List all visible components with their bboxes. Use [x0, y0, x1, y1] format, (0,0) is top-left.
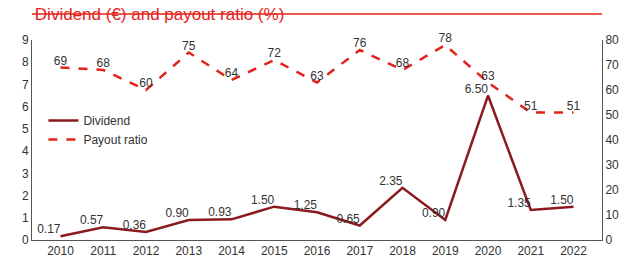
- svg-text:Dividend (€) and payout ratio: Dividend (€) and payout ratio (%): [35, 5, 284, 24]
- svg-text:68: 68: [97, 56, 111, 70]
- svg-text:0.36: 0.36: [123, 218, 147, 232]
- svg-text:10: 10: [605, 208, 619, 222]
- svg-text:68: 68: [396, 56, 410, 70]
- svg-text:64: 64: [225, 66, 239, 80]
- svg-text:51: 51: [524, 99, 538, 113]
- svg-text:2020: 2020: [475, 244, 502, 258]
- svg-text:8: 8: [22, 55, 29, 69]
- svg-text:2015: 2015: [261, 244, 288, 258]
- svg-text:72: 72: [268, 46, 282, 60]
- svg-text:80: 80: [605, 33, 619, 47]
- svg-text:3: 3: [22, 167, 29, 181]
- svg-text:0: 0: [22, 233, 29, 247]
- svg-text:69: 69: [54, 54, 68, 68]
- svg-text:7: 7: [22, 78, 29, 92]
- svg-text:60: 60: [139, 76, 153, 90]
- svg-text:63: 63: [481, 69, 495, 83]
- svg-text:2.35: 2.35: [379, 174, 403, 188]
- svg-text:2016: 2016: [304, 244, 331, 258]
- svg-text:0.93: 0.93: [208, 205, 232, 219]
- svg-text:70: 70: [605, 58, 619, 72]
- svg-text:9: 9: [22, 33, 29, 47]
- svg-text:0.57: 0.57: [80, 213, 104, 227]
- svg-text:5: 5: [22, 122, 29, 136]
- svg-text:2011: 2011: [90, 244, 116, 258]
- svg-text:75: 75: [182, 39, 196, 53]
- svg-text:4: 4: [22, 144, 29, 158]
- svg-text:60: 60: [605, 83, 619, 97]
- svg-text:78: 78: [439, 31, 453, 45]
- svg-text:6: 6: [22, 100, 29, 114]
- svg-text:0: 0: [605, 233, 612, 247]
- svg-text:2010: 2010: [47, 244, 74, 258]
- svg-text:51: 51: [567, 99, 581, 113]
- svg-text:2: 2: [22, 189, 29, 203]
- svg-text:1.50: 1.50: [550, 193, 574, 207]
- svg-text:2017: 2017: [346, 244, 373, 258]
- svg-text:30: 30: [605, 158, 619, 172]
- svg-text:1.50: 1.50: [251, 193, 275, 207]
- svg-text:1: 1: [22, 211, 29, 225]
- svg-text:0.90: 0.90: [422, 206, 446, 220]
- svg-text:0.90: 0.90: [165, 206, 189, 220]
- svg-text:1.35: 1.35: [507, 196, 531, 210]
- svg-text:40: 40: [605, 133, 619, 147]
- svg-text:2019: 2019: [432, 244, 459, 258]
- svg-text:63: 63: [310, 69, 324, 83]
- svg-text:2021: 2021: [517, 244, 544, 258]
- svg-text:0.17: 0.17: [37, 222, 61, 236]
- svg-text:50: 50: [605, 108, 619, 122]
- svg-text:Payout ratio: Payout ratio: [83, 133, 147, 147]
- svg-text:0.65: 0.65: [336, 212, 360, 226]
- svg-text:6.50: 6.50: [465, 82, 489, 96]
- svg-text:2013: 2013: [175, 244, 202, 258]
- svg-text:2014: 2014: [218, 244, 245, 258]
- svg-text:76: 76: [353, 36, 367, 50]
- svg-text:20: 20: [605, 183, 619, 197]
- svg-text:2012: 2012: [133, 244, 160, 258]
- svg-text:1.25: 1.25: [294, 198, 318, 212]
- svg-text:2018: 2018: [389, 244, 416, 258]
- svg-text:Dividend: Dividend: [83, 114, 130, 128]
- svg-text:2022: 2022: [560, 244, 587, 258]
